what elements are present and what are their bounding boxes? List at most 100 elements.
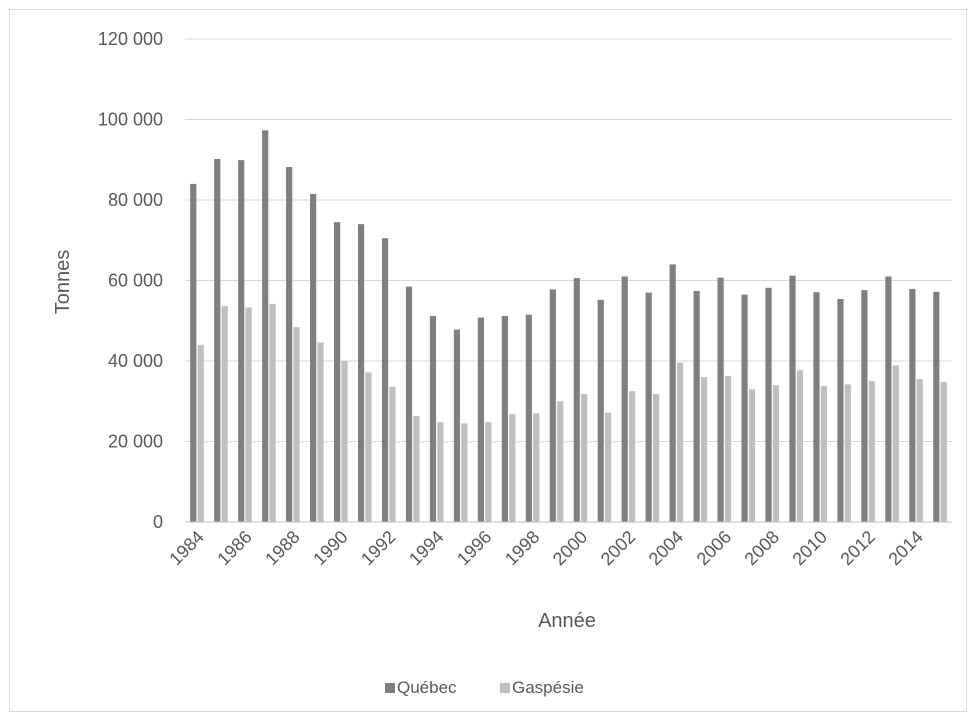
y-tick-label: 20 000 — [108, 432, 163, 452]
x-tick-label: 2004 — [645, 527, 687, 569]
bar-gaspesie-2006 — [724, 375, 732, 522]
bar-quebec-1996 — [477, 317, 485, 522]
gridlines — [185, 38, 952, 442]
bar-quebec-2000 — [573, 278, 580, 522]
bar-gaspesie-2009 — [796, 370, 804, 522]
x-tick-label: 1994 — [405, 527, 447, 569]
bar-quebec-2005 — [693, 290, 700, 522]
bar-gaspesie-1999 — [557, 401, 564, 522]
x-tick-label: 1992 — [357, 527, 399, 569]
y-axis-title: Tonnes — [52, 250, 74, 315]
bar-gaspesie-1998 — [533, 413, 540, 522]
x-tick-label: 2006 — [693, 527, 735, 569]
bar-quebec-1989 — [310, 193, 317, 522]
bar-quebec-1990 — [333, 222, 341, 522]
bar-quebec-1998 — [525, 314, 532, 522]
bar-gaspesie-1991 — [365, 372, 372, 522]
bar-gaspesie-2010 — [820, 385, 827, 522]
y-tick-label: 0 — [153, 512, 163, 532]
bar-quebec-2013 — [885, 276, 892, 522]
bar-gaspesie-2007 — [748, 389, 756, 522]
y-tick-label: 40 000 — [108, 351, 163, 371]
bar-quebec-2015 — [933, 291, 940, 522]
y-tick-label: 120 000 — [98, 29, 163, 49]
bar-gaspesie-1997 — [509, 414, 516, 522]
bar-quebec-1992 — [381, 238, 389, 523]
bar-gaspesie-1990 — [341, 361, 348, 522]
bar-quebec-1991 — [357, 224, 365, 522]
bar-quebec-2003 — [645, 292, 652, 522]
legend-label: Québec — [397, 678, 457, 697]
bar-gaspesie-1984 — [197, 344, 204, 522]
x-tick-label: 1984 — [165, 527, 207, 569]
y-tick-label: 60 000 — [108, 271, 163, 291]
bar-gaspesie-2001 — [605, 412, 612, 522]
bar-quebec-1993 — [405, 286, 413, 522]
bar-gaspesie-2014 — [916, 379, 923, 522]
bar-quebec-1986 — [238, 160, 245, 522]
bar-quebec-1984 — [190, 183, 197, 522]
bar-quebec-1987 — [262, 130, 269, 522]
y-tick-label: 80 000 — [108, 190, 163, 210]
bar-quebec-1999 — [549, 289, 556, 522]
bar-gaspesie-2004 — [676, 362, 684, 522]
bar-gaspesie-2011 — [844, 384, 851, 522]
bar-quebec-1985 — [214, 158, 221, 522]
bar-quebec-2002 — [621, 276, 628, 522]
bar-quebec-2009 — [789, 275, 796, 522]
y-tick-label: 100 000 — [98, 110, 163, 130]
bar-quebec-2008 — [765, 287, 772, 522]
legend-swatch — [385, 683, 395, 693]
bar-quebec-2004 — [669, 264, 676, 522]
x-tick-labels: 1984 1986 1988 1990 1992 1994 1996 1998 2000 2002… — [165, 527, 927, 569]
x-tick-label: 1990 — [309, 527, 351, 569]
legend-swatch — [500, 683, 510, 693]
bars — [190, 130, 947, 523]
bar-gaspesie-2000 — [581, 394, 588, 522]
bar-gaspesie-2015 — [940, 381, 947, 522]
bar-gaspesie-2003 — [652, 394, 660, 522]
x-tick-label: 2012 — [836, 527, 878, 569]
bar-quebec-2014 — [909, 288, 916, 522]
bar-quebec-1994 — [429, 315, 437, 522]
bar-gaspesie-2012 — [868, 381, 875, 522]
x-tick-label: 1986 — [213, 527, 255, 569]
bar-quebec-1988 — [286, 166, 293, 522]
bar-quebec-2012 — [861, 290, 868, 522]
bar-quebec-2007 — [741, 294, 748, 522]
bar-quebec-2001 — [597, 299, 604, 522]
x-tick-label: 2008 — [741, 527, 783, 569]
bar-gaspesie-1996 — [485, 422, 492, 522]
bar-gaspesie-2002 — [629, 391, 636, 522]
x-tick-label: 2000 — [549, 527, 591, 569]
bar-gaspesie-2013 — [892, 365, 899, 522]
bar-gaspesie-1986 — [245, 307, 252, 522]
bar-gaspesie-1992 — [389, 386, 396, 522]
bar-quebec-2006 — [717, 277, 724, 522]
bar-gaspesie-1993 — [413, 416, 420, 522]
y-tick-labels: 0 20 000 40 000 60 000 80 000 100 000 120 000 — [98, 29, 163, 532]
bar-quebec-2011 — [837, 299, 844, 522]
x-tick-label: 2002 — [597, 527, 639, 569]
bar-quebec-1997 — [501, 315, 508, 522]
x-tick-label: 1996 — [453, 527, 495, 569]
bar-quebec-2010 — [813, 292, 820, 522]
x-tick-label: 1988 — [261, 527, 303, 569]
bar-gaspesie-1995 — [461, 423, 468, 522]
legend: Québec Gaspésie — [385, 678, 584, 697]
x-tick-label: 2014 — [884, 527, 926, 569]
bar-gaspesie-1989 — [317, 342, 324, 522]
x-axis-title: Année — [538, 610, 596, 632]
bar-gaspesie-1985 — [221, 306, 228, 522]
x-tick-label: 1998 — [501, 527, 543, 569]
bar-quebec-1995 — [453, 329, 461, 522]
bar-gaspesie-1987 — [269, 303, 276, 522]
legend-item-gaspesie: Gaspésie — [500, 678, 584, 697]
bar-gaspesie-1988 — [293, 327, 300, 522]
bar-gaspesie-1994 — [437, 422, 444, 522]
legend-label: Gaspésie — [512, 678, 584, 697]
legend-item-quebec: Québec — [385, 678, 457, 697]
bar-gaspesie-2008 — [772, 385, 780, 522]
bar-gaspesie-2005 — [700, 377, 708, 522]
